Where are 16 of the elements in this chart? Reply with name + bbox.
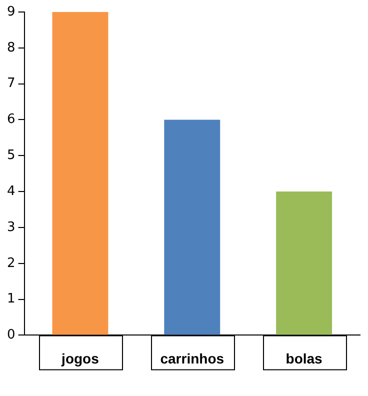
y-tick-label: 6 (6, 112, 16, 128)
y-tick-label: 3 (6, 220, 16, 235)
bar (276, 192, 332, 335)
y-tick-label: 8 (6, 40, 16, 56)
x-tick-label: jogos (60, 350, 100, 366)
x-tick-label: carrinhos (160, 350, 224, 366)
x-tick-label: bolas (286, 350, 323, 366)
bar (52, 12, 108, 335)
bar (164, 120, 220, 335)
y-tick-label: 0 (6, 328, 16, 343)
y-tick-label: 9 (6, 4, 16, 20)
y-tick-label: 5 (6, 148, 16, 164)
y-tick-label: 1 (6, 292, 16, 307)
y-tick-label: 4 (6, 184, 16, 199)
y-tick-label: 7 (6, 76, 16, 92)
y-tick-label: 2 (6, 256, 16, 271)
